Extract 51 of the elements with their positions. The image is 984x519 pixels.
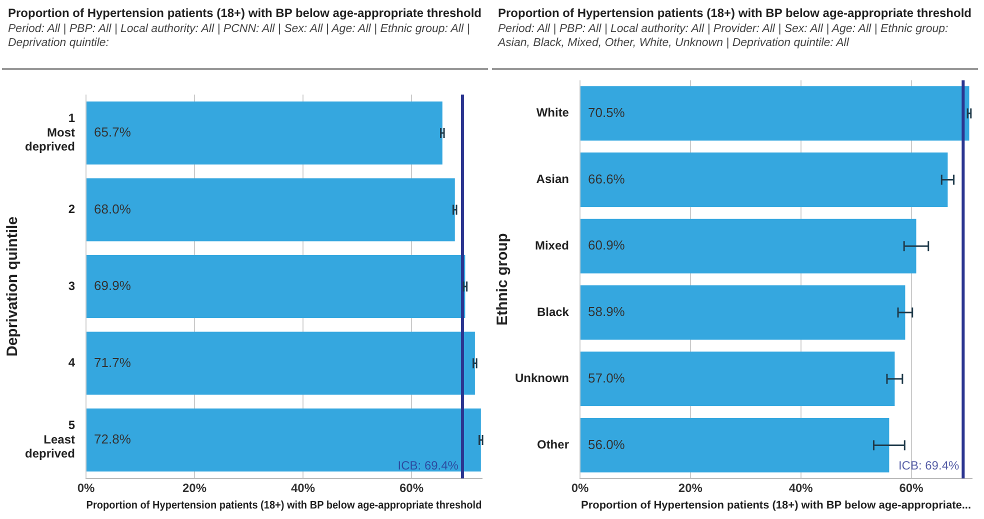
- chart-title: Proportion of Hypertension patients (18+) with BP below age-appropriate threshold: [8, 6, 482, 20]
- bar: [580, 285, 906, 340]
- data-label: 65.7%: [94, 124, 132, 140]
- x-tick-label: 40%: [290, 480, 316, 495]
- y-tick-label: 2: [68, 202, 76, 216]
- x-tick-label: 60%: [899, 480, 924, 495]
- y-axis-title: Deprivation quintile: [4, 216, 22, 357]
- data-label: 70.5%: [588, 104, 626, 120]
- bar: [580, 152, 948, 207]
- y-tick-label: 3: [68, 278, 76, 293]
- data-label: 56.0%: [588, 436, 626, 452]
- data-label: 57.0%: [588, 370, 626, 386]
- x-axis-title: Proportion of Hypertension patients (18+) with BP below age-appropriate...: [580, 499, 972, 512]
- y-tick-label: 4: [68, 356, 76, 370]
- data-label: 71.7%: [94, 354, 132, 370]
- data-label: 66.6%: [588, 171, 626, 186]
- y-tick-label: Asian: [536, 172, 569, 186]
- bar: [86, 255, 466, 318]
- x-tick-label: 60%: [399, 480, 424, 495]
- y-tick-label: White: [536, 106, 570, 120]
- y-tick-label: Black: [536, 304, 570, 319]
- ref-line-label: ICB: 69.4%: [898, 458, 960, 473]
- bar: [580, 418, 890, 472]
- chart-title: Proportion of Hypertension patients (18+) with BP below age-appropriate threshold: [498, 6, 972, 20]
- x-tick-label: 40%: [788, 480, 814, 495]
- bar: [86, 102, 442, 164]
- chart-subtitle: Period: All | PBP: All | Local authority: All | Provider: All | Sex: All | Age: All | Ethnic group: Asian, Black, Mixed, Other, White, Unknown | Deprivation quintile: All: [498, 22, 950, 51]
- y-tick-label: Mixed: [534, 238, 569, 252]
- chart-subtitle: Period: All | PBP: All | Local authority: All | PCNN: All | Sex: All | Age: All | Ethnic group: All | Deprivation quintile:: [8, 22, 471, 51]
- ref-line-label: ICB: 69.4%: [398, 458, 459, 473]
- y-tick-label: Unknown: [514, 371, 569, 386]
- bar: [86, 408, 481, 472]
- x-tick-label: 20%: [678, 480, 703, 495]
- x-tick-label: 20%: [182, 480, 207, 495]
- y-tick-label: 5 Least deprived: [25, 418, 76, 461]
- x-tick-label: 0%: [571, 480, 589, 495]
- data-label: 68.0%: [94, 201, 132, 216]
- y-tick-label: 1 Most deprived: [25, 110, 76, 154]
- x-axis-title: Proportion of Hypertension patients (18+) with BP below age-appropriate threshold: [86, 499, 482, 512]
- bar: [580, 218, 916, 274]
- data-label: 69.9%: [94, 278, 132, 294]
- bar: [86, 178, 455, 242]
- data-label: 58.9%: [588, 304, 626, 320]
- x-tick-label: 0%: [77, 480, 96, 495]
- y-tick-label: Other: [536, 438, 570, 452]
- y-axis-title: Ethnic group: [494, 233, 512, 326]
- bar: [86, 332, 475, 395]
- bar: [580, 352, 895, 406]
- data-label: 72.8%: [94, 432, 132, 447]
- data-label: 60.9%: [588, 238, 626, 253]
- bar: [580, 86, 970, 141]
